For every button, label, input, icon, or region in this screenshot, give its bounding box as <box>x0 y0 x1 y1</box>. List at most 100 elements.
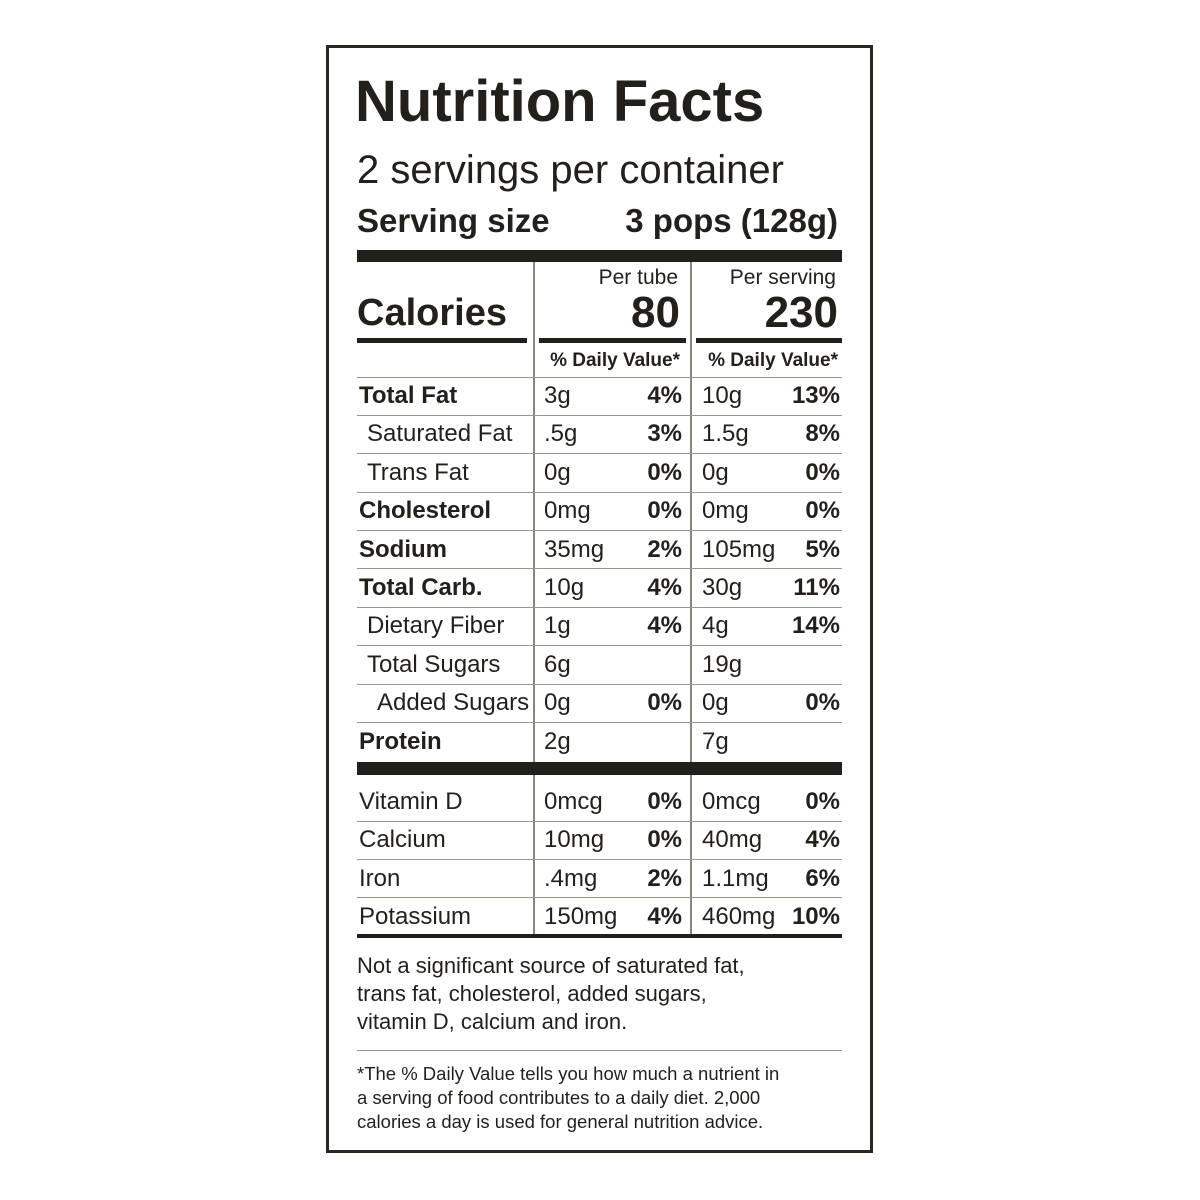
thin-rule <box>357 414 842 416</box>
nutrient-name: Dietary Fiber <box>367 612 505 640</box>
thick-rule <box>357 762 842 775</box>
nutrient-name: Trans Fat <box>367 458 469 486</box>
daily-value: 2% <box>647 535 682 563</box>
amount: 1.1mg <box>702 864 769 892</box>
servings: 2 servings per container <box>357 148 784 192</box>
calories-label: Calories <box>357 292 507 334</box>
amount: 4g <box>702 612 729 640</box>
thin-rule <box>357 529 842 531</box>
label-border <box>326 45 873 1153</box>
daily-value: 13% <box>791 382 840 409</box>
column-divider <box>690 262 692 935</box>
amount: 2g <box>544 727 571 755</box>
nutrient-name: Iron <box>359 864 401 892</box>
daily-value: 8% <box>805 420 840 448</box>
amount: 0g <box>544 458 571 486</box>
amount: 105mg <box>702 535 776 563</box>
amount: 10g <box>702 382 743 409</box>
thin-rule <box>357 897 842 899</box>
amount: 0g <box>702 458 729 486</box>
title: Nutrition Facts <box>355 69 765 134</box>
dv-header: % Daily Value* <box>708 349 838 371</box>
thin-rule <box>357 568 842 570</box>
daily-value: 5% <box>805 535 840 563</box>
note-line: vitamin D, calcium and iron. <box>357 1009 628 1034</box>
daily-value: 0% <box>647 788 682 815</box>
daily-value: 4% <box>647 612 682 640</box>
footnote-line: *The % Daily Value tells you how much a … <box>357 1062 780 1084</box>
thick-rule <box>357 250 842 262</box>
nutrient-name: Total Sugars <box>367 650 501 678</box>
serving-size-label: Serving size <box>357 201 550 239</box>
calories-column-header: Per serving <box>729 265 836 289</box>
nutrient-name: Saturated Fat <box>367 420 513 448</box>
daily-value: 4% <box>647 382 682 409</box>
thin-rule <box>357 1050 842 1051</box>
daily-value: 4% <box>647 574 682 601</box>
daily-value: 0% <box>805 689 840 717</box>
dv-header: % Daily Value* <box>550 349 680 371</box>
nutrient-name: Cholesterol <box>359 497 492 525</box>
amount: 0mcg <box>702 788 761 815</box>
nutrient-name: Added Sugars <box>377 689 530 717</box>
amount: 0mg <box>544 497 591 525</box>
thin-rule <box>357 820 842 822</box>
column-divider <box>533 262 535 935</box>
amount: .4mg <box>544 864 598 892</box>
thin-rule <box>357 453 842 455</box>
amount: 35mg <box>544 535 605 563</box>
footnote-line: a serving of food contributes to a daily… <box>357 1086 761 1108</box>
nutrient-name: Total Fat <box>359 382 458 409</box>
calories-column-header: Per tube <box>598 265 678 289</box>
amount: 460mg <box>702 902 776 930</box>
daily-value: 0% <box>647 689 682 717</box>
serving-size-value: 3 pops (128g) <box>625 201 838 239</box>
thin-rule <box>357 377 842 378</box>
daily-value: 10% <box>791 902 840 930</box>
calories-value: 230 <box>764 288 838 337</box>
thin-rule <box>357 721 842 723</box>
nutrient-name: Calcium <box>359 826 446 854</box>
amount: 150mg <box>544 902 618 930</box>
medium-rule <box>357 934 842 938</box>
amount: 0g <box>544 689 571 717</box>
daily-value: 14% <box>791 612 840 640</box>
nutrient-name: Sodium <box>359 535 447 563</box>
calories-value: 80 <box>631 288 680 337</box>
amount: 40mg <box>702 826 763 854</box>
amount: 30g <box>702 574 743 601</box>
daily-value: 11% <box>793 574 840 601</box>
thin-rule <box>357 606 842 608</box>
thin-rule <box>357 858 842 860</box>
amount: 10g <box>544 574 585 601</box>
daily-value: 3% <box>647 420 682 448</box>
daily-value: 0% <box>647 497 682 525</box>
nutrient-name: Protein <box>359 727 442 755</box>
amount: 0mg <box>702 497 749 525</box>
footnote-line: calories a day is used for general nutri… <box>357 1110 764 1132</box>
amount: 1g <box>544 612 571 640</box>
daily-value: 0% <box>805 458 840 486</box>
nutrient-name: Vitamin D <box>359 788 463 815</box>
amount: 10mg <box>544 826 605 854</box>
daily-value: 4% <box>805 826 840 854</box>
thin-rule <box>357 645 842 647</box>
amount: 7g <box>702 727 729 755</box>
amount: 6g <box>544 650 571 678</box>
amount: 0g <box>702 689 729 717</box>
note-line: trans fat, cholesterol, added sugars, <box>357 981 707 1006</box>
amount: 3g <box>544 382 571 409</box>
amount: .5g <box>544 420 578 448</box>
note-line: Not a significant source of saturated fa… <box>357 953 745 978</box>
daily-value: 4% <box>647 902 682 930</box>
daily-value: 0% <box>805 497 840 525</box>
daily-value: 0% <box>647 826 682 854</box>
daily-value: 6% <box>805 864 840 892</box>
nutrient-name: Potassium <box>359 902 472 930</box>
thin-rule <box>357 683 842 685</box>
amount: 0mcg <box>544 788 603 815</box>
daily-value: 0% <box>805 788 840 815</box>
medium-rule <box>357 338 527 343</box>
daily-value: 0% <box>647 458 682 486</box>
